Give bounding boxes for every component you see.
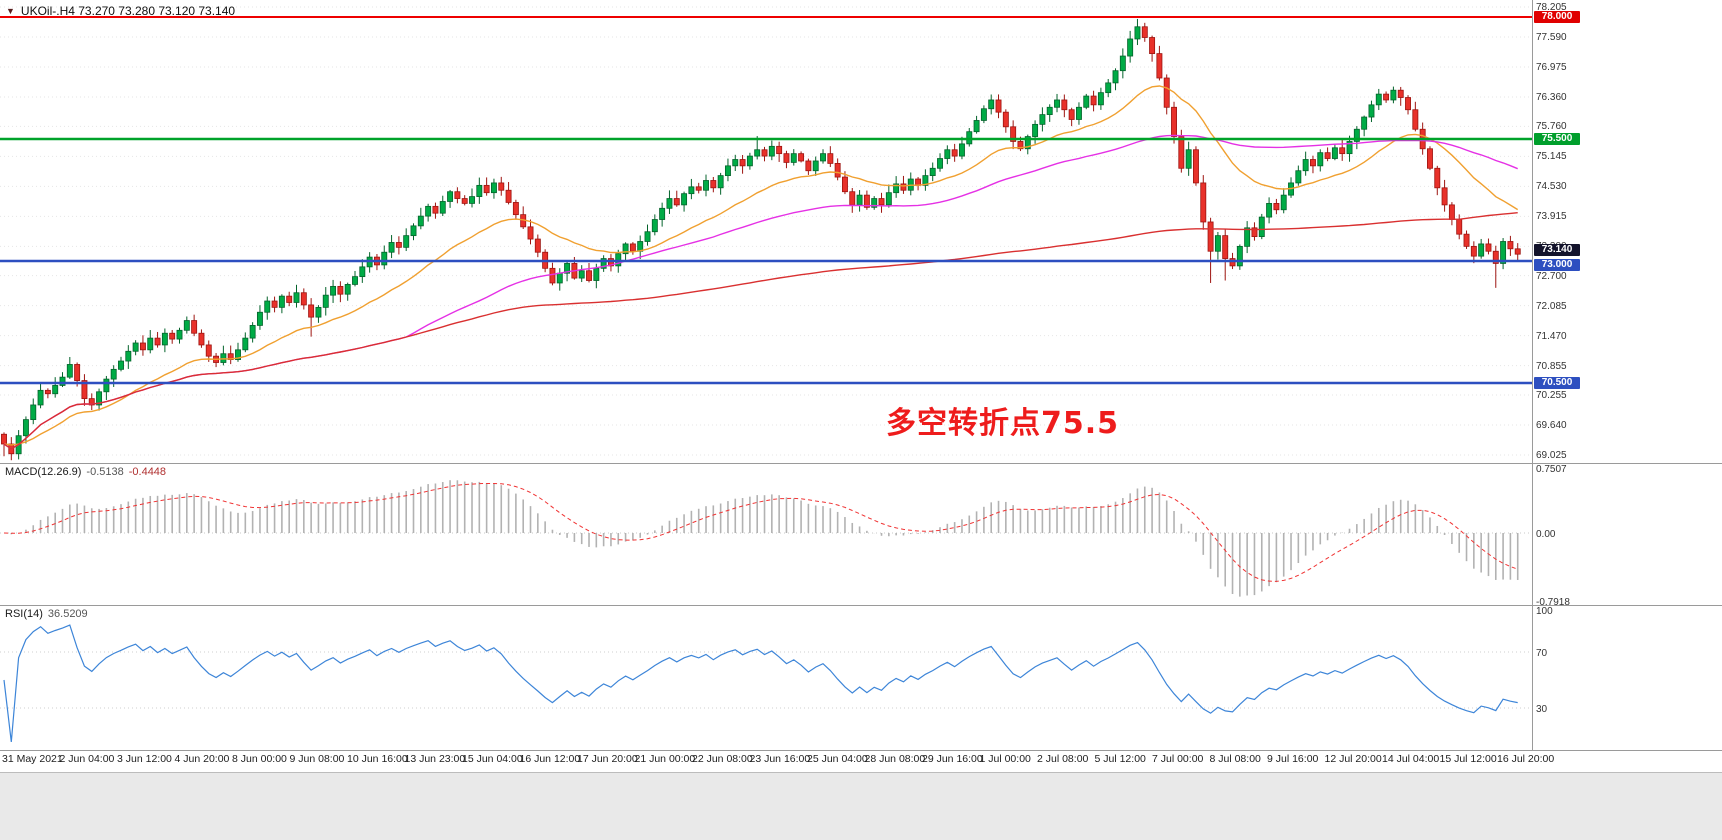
time-axis-label: 7 Jul 00:00: [1152, 753, 1204, 765]
time-axis-label: 23 Jun 16:00: [749, 753, 811, 765]
panel-separator: [0, 750, 1722, 751]
price-tick-label: 77.590: [1536, 32, 1567, 43]
rsi-value: 36.5209: [47, 608, 88, 620]
time-axis-label: 9 Jul 16:00: [1267, 753, 1319, 765]
time-axis-label: 8 Jul 08:00: [1209, 753, 1261, 765]
macd-name: MACD(12.26.9): [5, 466, 82, 478]
time-axis-label: 8 Jun 00:00: [232, 753, 287, 765]
time-axis-label: 14 Jul 04:00: [1382, 753, 1440, 765]
macd-tick-label: -0.7918: [1536, 597, 1570, 609]
chart-canvas[interactable]: [0, 0, 1532, 750]
window-bottom-strip: [0, 772, 1722, 840]
collapse-triangle-icon[interactable]: ▼: [6, 5, 15, 16]
time-axis-label: 4 Jun 20:00: [174, 753, 230, 765]
time-axis-label: 5 Jul 12:00: [1094, 753, 1146, 765]
macd-tick-label: 0.00: [1536, 529, 1556, 540]
price-tick-label: 69.025: [1536, 449, 1567, 461]
time-axis-label: 28 Jun 08:00: [864, 753, 926, 765]
macd-main-value: -0.5138: [86, 466, 124, 478]
price-tick-label: 78.205: [1536, 2, 1567, 13]
symbol-ohlc-text: UKOil-.H4 73.270 73.280 73.120 73.140: [20, 4, 236, 18]
time-axis-label: 22 Jun 08:00: [692, 753, 753, 765]
macd-tick-label: 0.7507: [1536, 464, 1567, 476]
macd-indicator-label: MACD(12.26.9) -0.5138 -0.4448: [5, 466, 166, 478]
price-tick-label: 70.255: [1536, 389, 1567, 401]
price-tick-label: 69.640: [1536, 419, 1567, 431]
rsi-tick-label: 70: [1536, 648, 1548, 659]
time-axis-label: 15 Jun 04:00: [462, 753, 523, 765]
rsi-tick-label: 100: [1536, 606, 1553, 617]
time-axis-label: 9 Jun 08:00: [289, 753, 345, 765]
time-axis-label: 31 May 2021: [2, 753, 63, 765]
time-axis-label: 16 Jul 20:00: [1497, 753, 1555, 765]
time-axis-label: 25 Jun 04:00: [807, 753, 868, 765]
price-level-badge-70.500: 70.500: [1534, 377, 1580, 389]
price-tick-label: 70.855: [1536, 360, 1567, 372]
time-axis-label: 3 Jun 12:00: [117, 753, 172, 765]
time-axis-label: 21 Jun 00:00: [634, 753, 696, 765]
rsi-tick-label: 30: [1536, 704, 1548, 715]
price-level-badge-73.140: 73.140: [1534, 244, 1580, 257]
price-level-badge-78.000: 78.000: [1534, 11, 1580, 23]
scale-separator: [1532, 0, 1533, 750]
price-tick-label: 75.145: [1536, 151, 1567, 163]
price-tick-label: 75.760: [1536, 121, 1567, 133]
price-tick-label: 76.975: [1536, 62, 1567, 74]
price-tick-label: 71.470: [1536, 330, 1567, 342]
price-level-badge-75.500: 75.500: [1534, 133, 1580, 145]
rsi-name: RSI(14): [5, 608, 43, 620]
chart-annotation: 多空转折点75.5: [886, 406, 1120, 441]
panel-separator[interactable]: [0, 605, 1722, 606]
rsi-indicator-label: RSI(14) 36.5209: [5, 608, 88, 620]
panel-separator[interactable]: [0, 463, 1722, 464]
price-tick-label: 76.360: [1536, 92, 1567, 104]
time-axis-label: 29 Jun 16:00: [922, 753, 983, 765]
time-axis-label: 16 Jun 12:00: [519, 753, 581, 765]
macd-signal-value: -0.4448: [128, 466, 167, 478]
time-axis-label: 1 Jul 00:00: [979, 753, 1031, 765]
time-axis-label: 2 Jul 08:00: [1037, 753, 1089, 765]
time-axis-label: 10 Jun 16:00: [347, 753, 408, 765]
price-tick-label: 73.915: [1536, 211, 1567, 223]
price-tick-label: 72.085: [1536, 300, 1567, 312]
price-scale[interactable]: 78.205 77.590 76.975 76.360 75.760 75.145 74.5…: [1533, 0, 1722, 750]
price-level-badge-73.000: 73.000: [1534, 259, 1580, 271]
chart-ohlc-title: ▼ UKOil-.H4 73.270 73.280 73.120 73.140: [6, 4, 235, 18]
time-axis[interactable]: 31 May 2021 2 Jun 04:00 3 Jun 12:00 4 Jun 2…: [0, 751, 1560, 769]
time-axis-label: 15 Jul 12:00: [1439, 753, 1497, 765]
time-axis-label: 13 Jun 23:00: [404, 753, 466, 765]
time-axis-label: 12 Jul 20:00: [1324, 753, 1382, 765]
time-axis-label: 17 Jun 20:00: [577, 753, 638, 765]
time-axis-label: 2 Jun 04:00: [59, 753, 115, 765]
price-tick-label: 72.700: [1536, 270, 1567, 282]
price-tick-label: 74.530: [1536, 181, 1567, 193]
